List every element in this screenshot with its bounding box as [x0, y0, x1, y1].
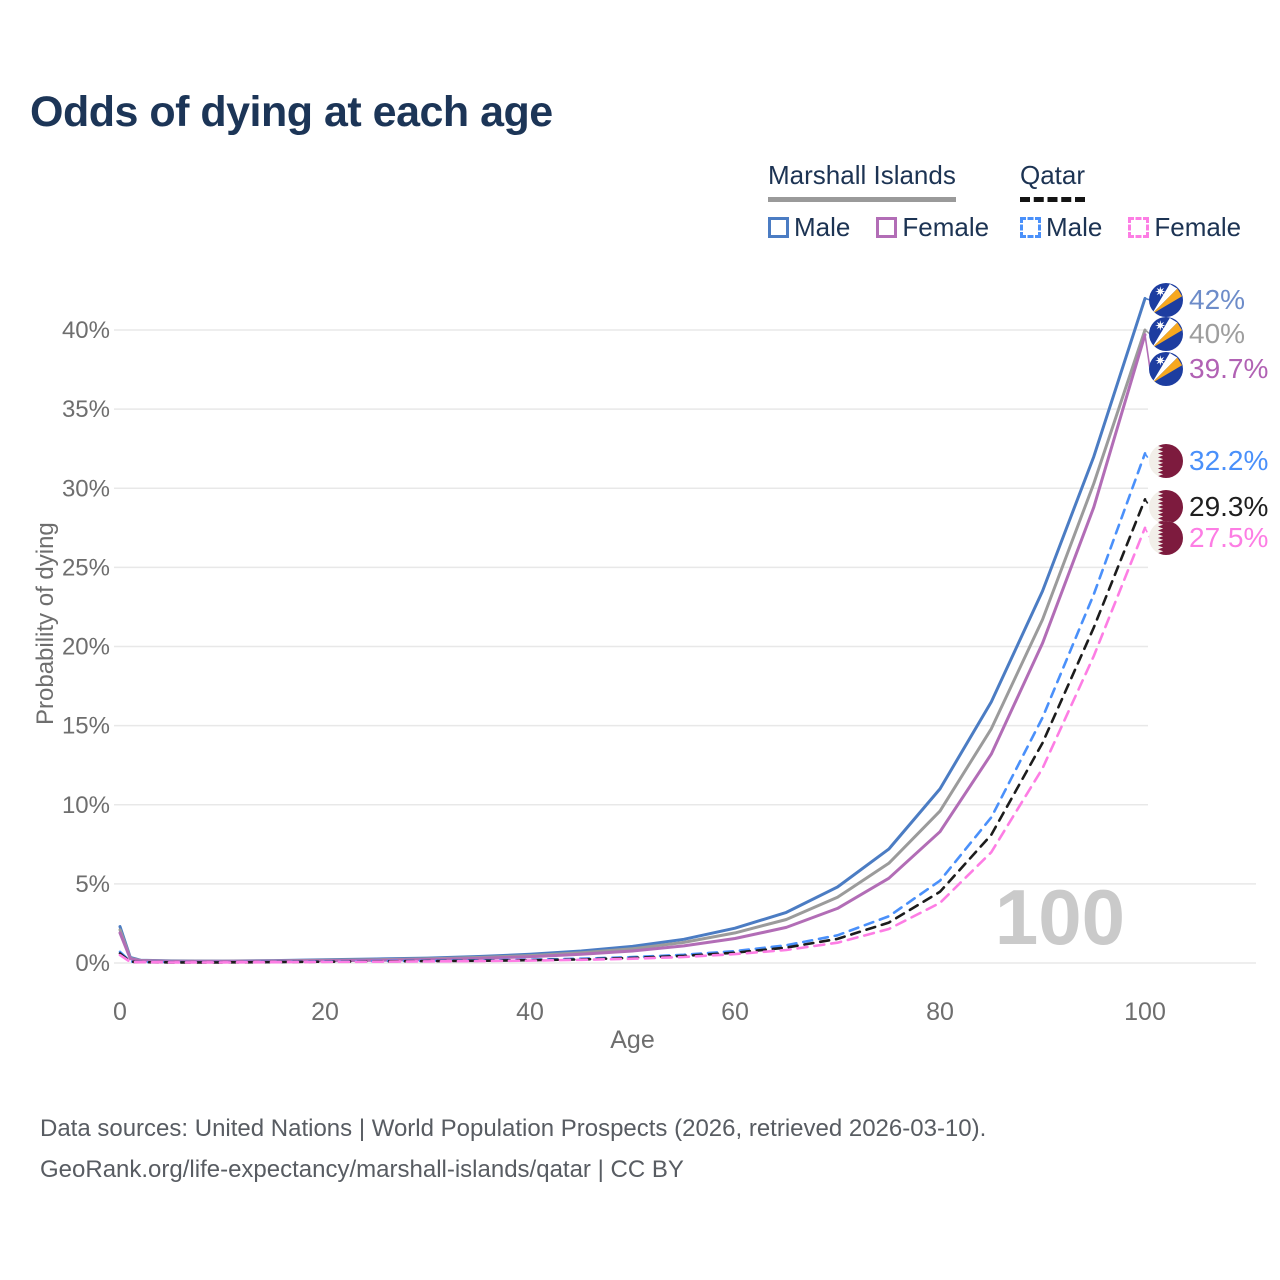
end-value: 39.7% — [1189, 353, 1269, 384]
footer: Data sources: United Nations | World Pop… — [40, 1108, 986, 1190]
age-watermark: 100 — [994, 873, 1126, 961]
end-label-marshall-islands-male: 42% — [1149, 283, 1245, 317]
end-value: 32.2% — [1189, 445, 1269, 476]
x-tick-label: 20 — [311, 998, 339, 1026]
series-line-marshall-islands-female[interactable] — [118, 333, 1147, 963]
data-sources-line: Data sources: United Nations | World Pop… — [40, 1115, 987, 1142]
y-tick-label: 35% — [62, 396, 110, 423]
qatar-flag-icon — [1149, 490, 1183, 524]
end-value: 42% — [1189, 284, 1246, 315]
legend-item-qatar-male[interactable]: Male — [1020, 212, 1102, 243]
end-value: 27.5% — [1189, 522, 1269, 553]
marshall-islands-flag-icon — [1149, 283, 1183, 317]
legend-item-qatar-female[interactable]: Female — [1128, 212, 1241, 243]
y-tick-label: 10% — [62, 792, 110, 819]
attribution-line: GeoRank.org/life-expectancy/marshall-isl… — [40, 1156, 684, 1183]
male-solid-swatch-icon — [768, 217, 789, 238]
legend-title-qatar: Qatar — [1020, 160, 1086, 202]
end-label-qatar-both: 29.3% — [1149, 490, 1268, 524]
end-value: 40% — [1189, 318, 1246, 349]
legend-item-marshall-islands-male[interactable]: Male — [768, 212, 850, 243]
legend-item-marshall-islands-female[interactable]: Female — [876, 212, 989, 243]
female-solid-swatch-icon — [876, 217, 898, 238]
x-axis-title: Age — [610, 1026, 655, 1054]
y-tick-label: 20% — [62, 634, 110, 661]
legend-group-marshall-islands: Marshall Islands Male Female — [768, 160, 989, 243]
page-title: Odds of dying at each age — [30, 88, 553, 136]
end-label-qatar-male: 32.2% — [1149, 444, 1268, 478]
legend-title-marshall-islands: Marshall Islands — [768, 160, 956, 202]
y-tick-label: 15% — [62, 713, 110, 740]
x-tick-label: 80 — [926, 998, 954, 1026]
x-tick-label: 60 — [721, 998, 749, 1026]
end-label-marshall-islands-both: 40% — [1149, 317, 1245, 351]
y-tick-label: 30% — [62, 475, 110, 502]
x-tick-label: 40 — [516, 998, 544, 1026]
y-axis-title: Probability of dying — [32, 522, 59, 725]
legend-item-label: Male — [1046, 212, 1103, 242]
series-line-marshall-islands-both[interactable] — [118, 328, 1147, 963]
legend-item-label: Female — [902, 212, 990, 242]
x-tick-label: 0 — [113, 998, 127, 1026]
marshall-islands-flag-icon — [1149, 317, 1183, 351]
end-label-qatar-female: 27.5% — [1149, 521, 1268, 555]
end-value: 29.3% — [1189, 491, 1269, 522]
x-tick-label: 100 — [1124, 998, 1166, 1026]
male-dashed-swatch-icon — [1020, 217, 1041, 238]
legend-item-label: Female — [1154, 212, 1242, 242]
y-tick-label: 40% — [62, 317, 110, 344]
y-tick-label: 25% — [62, 554, 110, 581]
series-line-qatar-female[interactable] — [118, 526, 1147, 964]
qatar-flag-icon — [1149, 444, 1183, 478]
female-dashed-swatch-icon — [1128, 217, 1150, 238]
qatar-flag-icon — [1149, 521, 1183, 555]
end-label-marshall-islands-female: 39.7% — [1149, 352, 1268, 386]
marshall-islands-flag-icon — [1149, 352, 1183, 386]
y-tick-label: 0% — [75, 950, 110, 977]
legend-group-qatar: Qatar Male Female — [1020, 160, 1241, 243]
y-tick-label: 5% — [75, 871, 110, 898]
legend-item-label: Male — [794, 212, 851, 242]
series-line-marshall-islands-male[interactable] — [118, 296, 1147, 963]
